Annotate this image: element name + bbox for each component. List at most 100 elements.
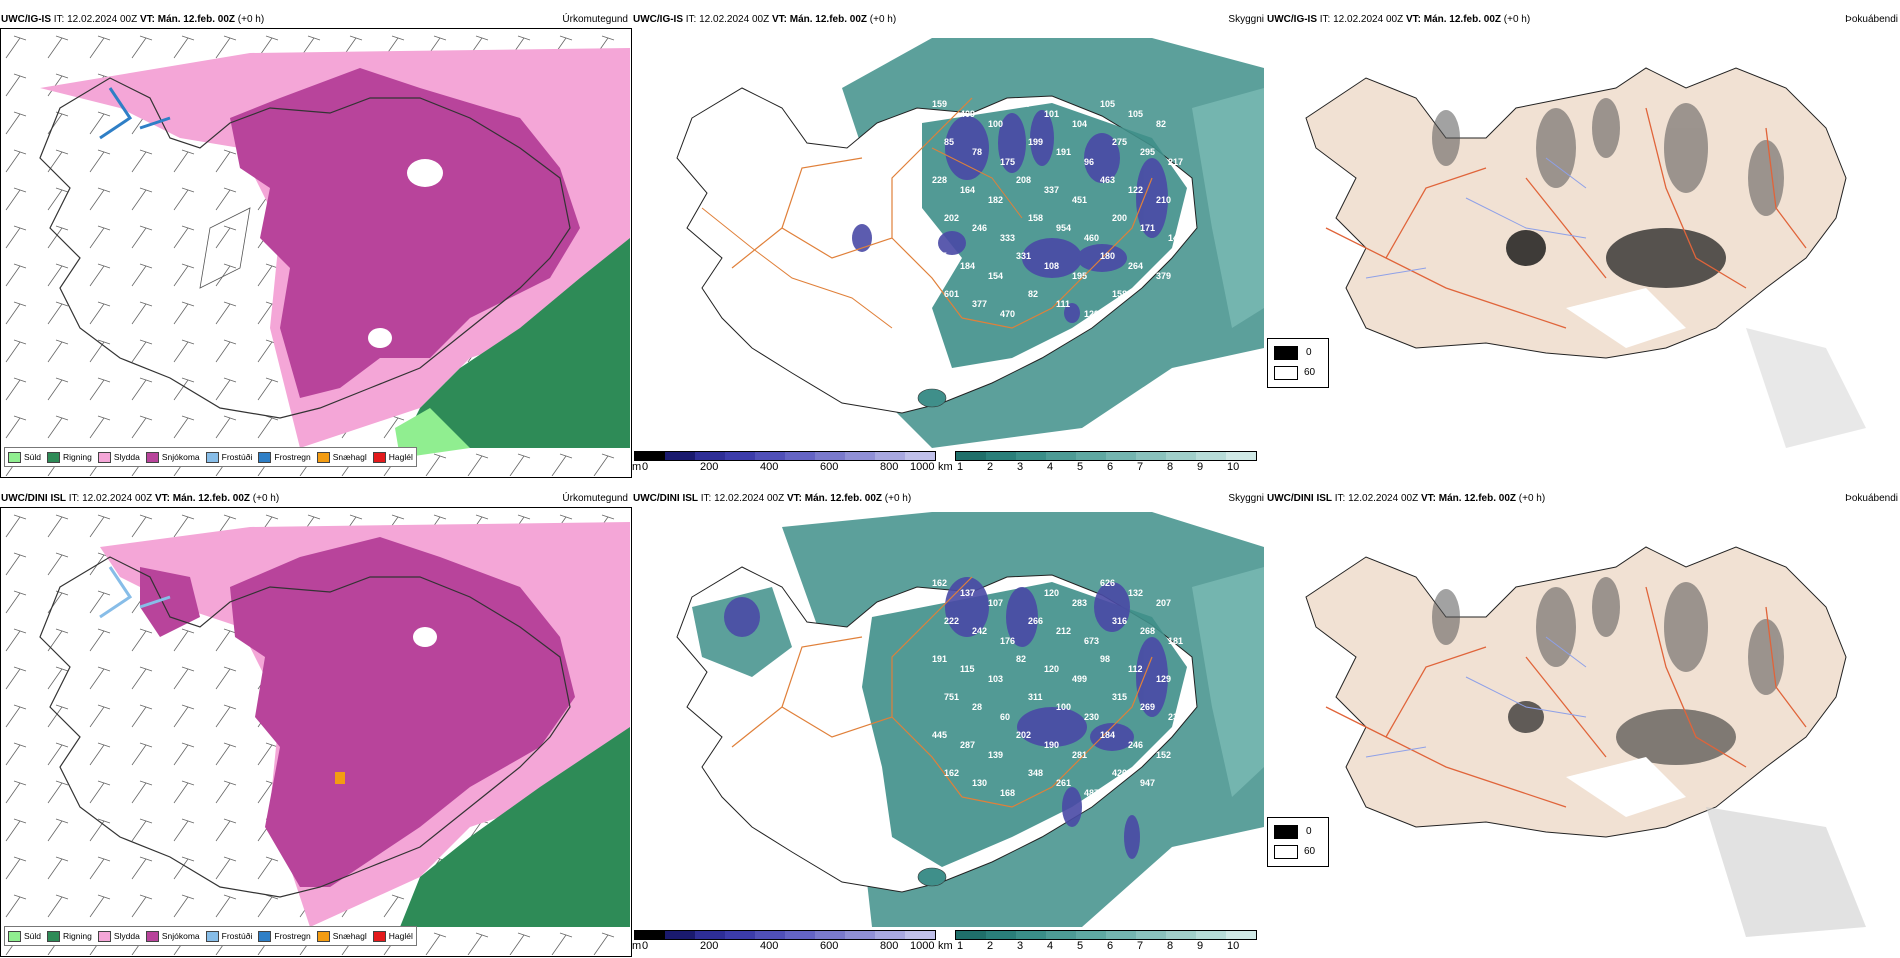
cloud-base-label: 191	[932, 654, 948, 664]
cloud-base-label: 171	[1140, 223, 1156, 233]
it-label: IT:	[1334, 493, 1346, 504]
colorbar-step	[1106, 931, 1136, 939]
cloud-base-label: 228	[932, 175, 948, 185]
cloud-base-label: 158	[1112, 289, 1128, 299]
panel-header: UWC/IG-IS IT: 12.02.2024 00Z VT: Mán. 12…	[633, 14, 896, 25]
legend-item-frostregn: Frostregn	[258, 451, 311, 463]
legend-swatch	[97, 930, 111, 942]
it-value: 12.02.2024 00Z	[714, 493, 785, 504]
legend-swatch	[316, 451, 330, 463]
visibility-m-colorbar	[634, 930, 936, 940]
legend-swatch	[205, 930, 219, 942]
colorbar-step	[665, 931, 695, 939]
cloud-base-label: 463	[1100, 175, 1116, 185]
legend-item-haglel: Haglél	[372, 451, 413, 463]
legend-swatch	[145, 451, 159, 463]
cloud-base-label: 954	[1056, 223, 1072, 233]
cloud-base-label: 445	[932, 730, 948, 740]
visibility-panel-row1: UWC/IG-IS IT: 12.02.2024 00Z VT: Mán. 12…	[632, 14, 1264, 473]
lead-time: (+0 h)	[1518, 493, 1546, 504]
vt-label: VT:	[139, 14, 155, 25]
cloud-base-label: 217	[1168, 157, 1184, 167]
colorbar-step	[695, 452, 725, 460]
visibility-panel-row2: UWC/DINI ISL IT: 12.02.2024 00Z VT: Mán.…	[632, 493, 1264, 952]
legend-swatch	[8, 451, 21, 463]
model-name: UWC/IG-IS	[1, 14, 51, 25]
cloud-base-label: 100	[988, 119, 1004, 129]
it-value: 12.02.2024 00Z	[699, 14, 770, 25]
colorbar-step	[1196, 931, 1226, 939]
cloud-base-label: 162	[944, 768, 960, 778]
cloud-base-label: 316	[1112, 616, 1128, 626]
cloud-base-label: 85	[944, 137, 955, 147]
vt-label: VT:	[1405, 14, 1421, 25]
panel-title: Þokuábendi	[1845, 493, 1898, 504]
colorbar-step	[1226, 931, 1256, 939]
lead-time: (+0 h)	[884, 493, 912, 504]
cloud-base-label: 210	[1156, 195, 1172, 205]
cloud-base-label: 499	[1072, 674, 1088, 684]
cloud-base-label: 420	[1112, 768, 1128, 778]
fog-legend-max: 60	[1304, 846, 1316, 857]
cloud-base-label: 377	[972, 299, 988, 309]
cloud-base-label: 184	[1100, 730, 1116, 740]
fog-legend-min: 0	[1306, 826, 1312, 837]
cloud-base-label: 311	[1028, 692, 1043, 702]
cloud-base-label: 487	[1084, 788, 1100, 798]
cloud-base-label: 162	[932, 578, 948, 588]
colorbar-step	[695, 931, 725, 939]
legend-item-snaehagl: Snæhagl	[316, 451, 367, 463]
cloud-base-label: 451	[1072, 195, 1088, 205]
legend-item-frostregn: Frostregn	[258, 930, 311, 942]
cloud-base-label: 148	[1168, 233, 1184, 243]
lead-time: (+0 h)	[237, 14, 265, 25]
fog-legend-max: 60	[1304, 367, 1316, 378]
cloud-base-label: 154	[988, 271, 1004, 281]
unit-km: km	[938, 940, 953, 952]
colorbar-step	[1166, 452, 1196, 460]
cloud-base-label: 107	[1016, 99, 1032, 109]
legend-swatch	[258, 451, 272, 463]
colorbar-step	[755, 452, 785, 460]
legend-item-snjokoma: Snjókoma	[145, 451, 200, 463]
cloud-base-label: 626	[1100, 578, 1116, 588]
colorbar-step	[986, 452, 1016, 460]
cloud-base-label: 281	[1072, 750, 1088, 760]
it-value: 12.02.2024 00Z	[67, 14, 138, 25]
vt-label: VT:	[154, 493, 170, 504]
cloud-base-label: 266	[1028, 616, 1044, 626]
cloud-base-label: 190	[1044, 740, 1060, 750]
cloud-base-label: 115	[960, 664, 975, 674]
fog-legend-row1: 0 60	[1267, 338, 1329, 388]
cloud-base-label: 139	[988, 750, 1004, 760]
fog-legend-min: 0	[1306, 347, 1312, 358]
legend-swatch	[372, 930, 386, 942]
legend-item-sudl: Súld	[8, 451, 41, 463]
unit-m: m	[632, 461, 642, 473]
precip-map	[0, 507, 630, 955]
legend-swatch	[145, 930, 159, 942]
cloud-base-label: 460	[1084, 233, 1100, 243]
panel-header: UWC/IG-IS IT: 12.02.2024 00Z VT: Mán. 12…	[1, 14, 264, 25]
colorbar-step	[875, 931, 905, 939]
colorbar-step	[815, 452, 845, 460]
colorbar-step	[755, 931, 785, 939]
it-label: IT:	[1319, 14, 1331, 25]
fog-legend-min-swatch	[1274, 825, 1298, 839]
legend-swatch	[47, 451, 61, 463]
cloud-base-label: 470	[1000, 309, 1016, 319]
legend-item-frostudi: Frostúði	[205, 930, 252, 942]
model-name: UWC/DINI ISL	[633, 493, 698, 504]
cloud-base-label: 751	[944, 692, 960, 702]
cloud-base-label: 264	[1128, 261, 1144, 271]
it-value: 12.02.2024 00Z	[1348, 493, 1419, 504]
colorbar-step	[635, 931, 665, 939]
legend-swatch	[372, 451, 386, 463]
visibility-map	[676, 38, 1264, 448]
cloud-base-label: 195	[932, 251, 948, 261]
panel-title: Skyggni	[1228, 14, 1264, 25]
cloud-base-label: 295	[1140, 147, 1156, 157]
cloud-base-label: 202	[1016, 730, 1032, 740]
fog-map	[1305, 546, 1866, 937]
cloud-base-label: 246	[1128, 740, 1144, 750]
